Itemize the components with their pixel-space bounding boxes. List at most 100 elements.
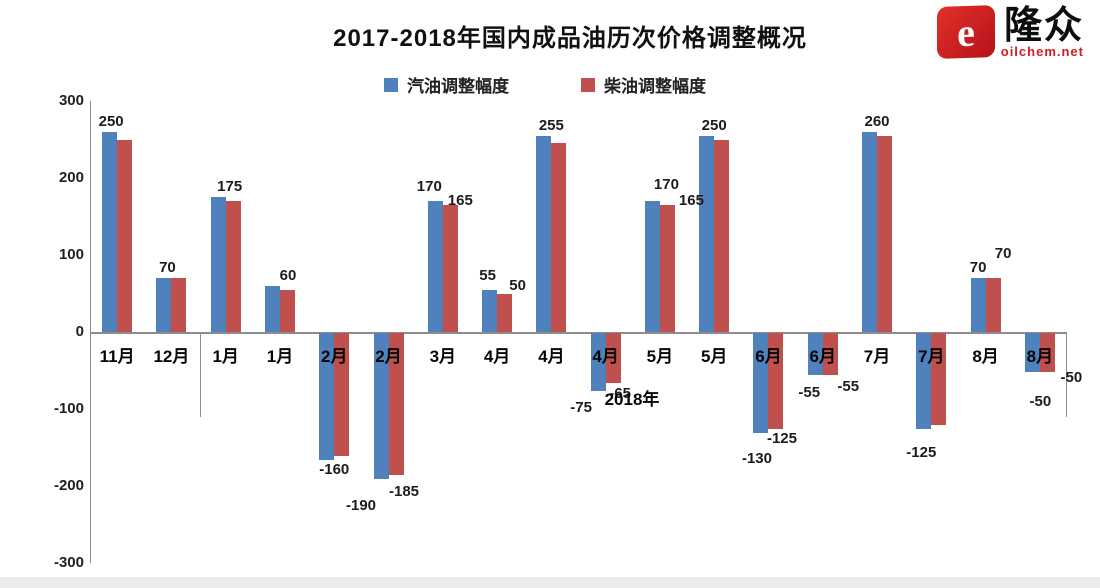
x-axis-category-17: 8月 <box>1026 347 1054 366</box>
gasoline-bar-9 <box>590 333 606 391</box>
pair-value-label-11: 250 <box>701 116 727 134</box>
gasoline-value-label-12: -130 <box>741 450 772 468</box>
gasoline-bar-13 <box>807 333 823 376</box>
x-axis-category-5: 2月 <box>375 347 402 366</box>
diesel-bar-14 <box>877 135 893 332</box>
x-axis-category-4: 2月 <box>321 347 348 366</box>
gasoline-bar-0 <box>102 131 118 332</box>
x-axis-group-label-2018: 2018年 <box>604 390 660 409</box>
gasoline-bar-14 <box>862 131 878 332</box>
diesel-bar-12 <box>768 333 784 430</box>
pair-value-label-1: 70 <box>159 259 176 277</box>
diesel-bar-10 <box>659 204 675 332</box>
diesel-bar-15 <box>931 333 947 426</box>
x-axis-category-1: 12月 <box>153 347 190 366</box>
x-axis-category-9: 4月 <box>592 347 619 366</box>
gasoline-bar-6 <box>427 201 443 332</box>
diesel-value-label-13: -55 <box>837 378 860 396</box>
gasoline-value-label-9: -75 <box>570 398 592 416</box>
y-axis-tick-300: 300 <box>58 92 84 109</box>
diesel-bar-16 <box>985 278 1001 332</box>
diesel-bar-4 <box>334 333 350 457</box>
y-axis-tick--300: -300 <box>53 554 84 571</box>
x-axis-category-7: 4月 <box>483 347 511 366</box>
x-axis-category-15: 7月 <box>918 347 945 366</box>
x-axis-category-12: 6月 <box>755 347 782 366</box>
chart-legend: 汽油调整幅度 柴油调整幅度 <box>0 72 1090 97</box>
diesel-value-label-16: 70 <box>994 245 1012 263</box>
diesel-bar-2 <box>225 201 241 332</box>
diesel-bar-8 <box>551 143 567 332</box>
legend-item-0: 汽油调整幅度 <box>384 72 509 97</box>
pair-value-label-4: -160 <box>319 461 350 479</box>
diesel-bar-0 <box>117 139 133 332</box>
legend-item-1: 柴油调整幅度 <box>581 72 706 97</box>
pair-value-label-2: 175 <box>217 178 243 196</box>
pair-value-label-15: -125 <box>906 444 937 462</box>
diesel-bar-3 <box>279 289 295 332</box>
diesel-bar-11 <box>714 139 730 332</box>
x-axis-category-16: 8月 <box>972 347 999 366</box>
diesel-value-label-17: -50 <box>1060 368 1083 386</box>
diesel-value-label-6: 165 <box>447 191 473 209</box>
diesel-value-label-5: -185 <box>389 483 420 501</box>
gasoline-bar-5 <box>373 333 389 480</box>
pair-value-label-0: 250 <box>98 112 124 130</box>
logo-brand-text: 隆众 <box>1003 5 1084 47</box>
y-axis-tick-200: 200 <box>58 169 84 186</box>
axis-right-outline <box>1066 333 1067 417</box>
gasoline-bar-8 <box>536 135 552 332</box>
gasoline-bar-2 <box>210 197 226 332</box>
gasoline-bar-7 <box>482 289 498 332</box>
diesel-bar-9 <box>605 333 621 384</box>
gasoline-value-label-6: 170 <box>416 178 442 196</box>
x-axis-category-14: 7月 <box>863 347 891 366</box>
x-axis-category-6: 3月 <box>429 347 457 366</box>
legend-label: 汽油调整幅度 <box>407 77 509 96</box>
diesel-value-label-12: -125 <box>766 430 797 448</box>
legend-swatch-icon <box>384 77 398 92</box>
x-axis-category-2: 1月 <box>212 347 239 366</box>
x-axis-category-10: 5月 <box>646 347 674 366</box>
gasoline-bar-15 <box>916 333 932 430</box>
x-axis-category-11: 5月 <box>700 347 728 366</box>
x-axis-category-13: 6月 <box>809 347 836 366</box>
pair-value-label-14: 260 <box>864 112 890 130</box>
year-group-divider-line <box>200 333 201 417</box>
pair-value-label-3: 60 <box>279 266 297 284</box>
y-axis-tick-100: 100 <box>58 246 84 263</box>
gasoline-bar-4 <box>319 333 335 461</box>
gasoline-value-label-16: 70 <box>969 259 987 277</box>
gasoline-value-label-7: 55 <box>479 266 496 284</box>
legend-label: 柴油调整幅度 <box>604 77 706 96</box>
gasoline-bar-16 <box>970 278 986 332</box>
gasoline-value-label-10: 170 <box>653 176 679 194</box>
oilchem-logo-text: 隆众 oilchem.net <box>1000 5 1084 59</box>
gasoline-bar-12 <box>753 333 769 434</box>
oilchem-logo: e 隆众 oilchem.net <box>936 4 1084 60</box>
diesel-bar-13 <box>822 333 838 376</box>
x-axis-zero-line <box>90 332 1067 334</box>
gasoline-bar-1 <box>156 278 172 332</box>
logo-domain-text: oilchem.net <box>1000 43 1084 59</box>
gasoline-bar-11 <box>699 135 715 332</box>
legend-swatch-icon <box>581 77 595 92</box>
diesel-bar-6 <box>442 204 458 332</box>
gasoline-value-label-13: -55 <box>798 384 821 402</box>
gasoline-bar-17 <box>1024 333 1040 372</box>
chart-title: 2017-2018年国内成品油历次价格调整概况 <box>333 25 807 52</box>
bottom-strip <box>0 577 1100 588</box>
gasoline-bar-10 <box>644 201 660 332</box>
x-axis-category-3: 1月 <box>266 347 294 366</box>
y-axis-tick--100: -100 <box>53 400 84 417</box>
diesel-bar-5 <box>388 333 404 476</box>
pair-value-label-8: 255 <box>538 116 564 134</box>
diesel-value-label-10: 165 <box>678 191 704 209</box>
gasoline-value-label-5: -190 <box>346 497 377 515</box>
x-axis-category-8: 4月 <box>538 347 565 366</box>
diesel-bar-1 <box>171 278 187 332</box>
diesel-bar-7 <box>497 293 513 332</box>
y-axis-tick-0: 0 <box>75 323 84 340</box>
diesel-value-label-9: -65 <box>609 385 631 403</box>
